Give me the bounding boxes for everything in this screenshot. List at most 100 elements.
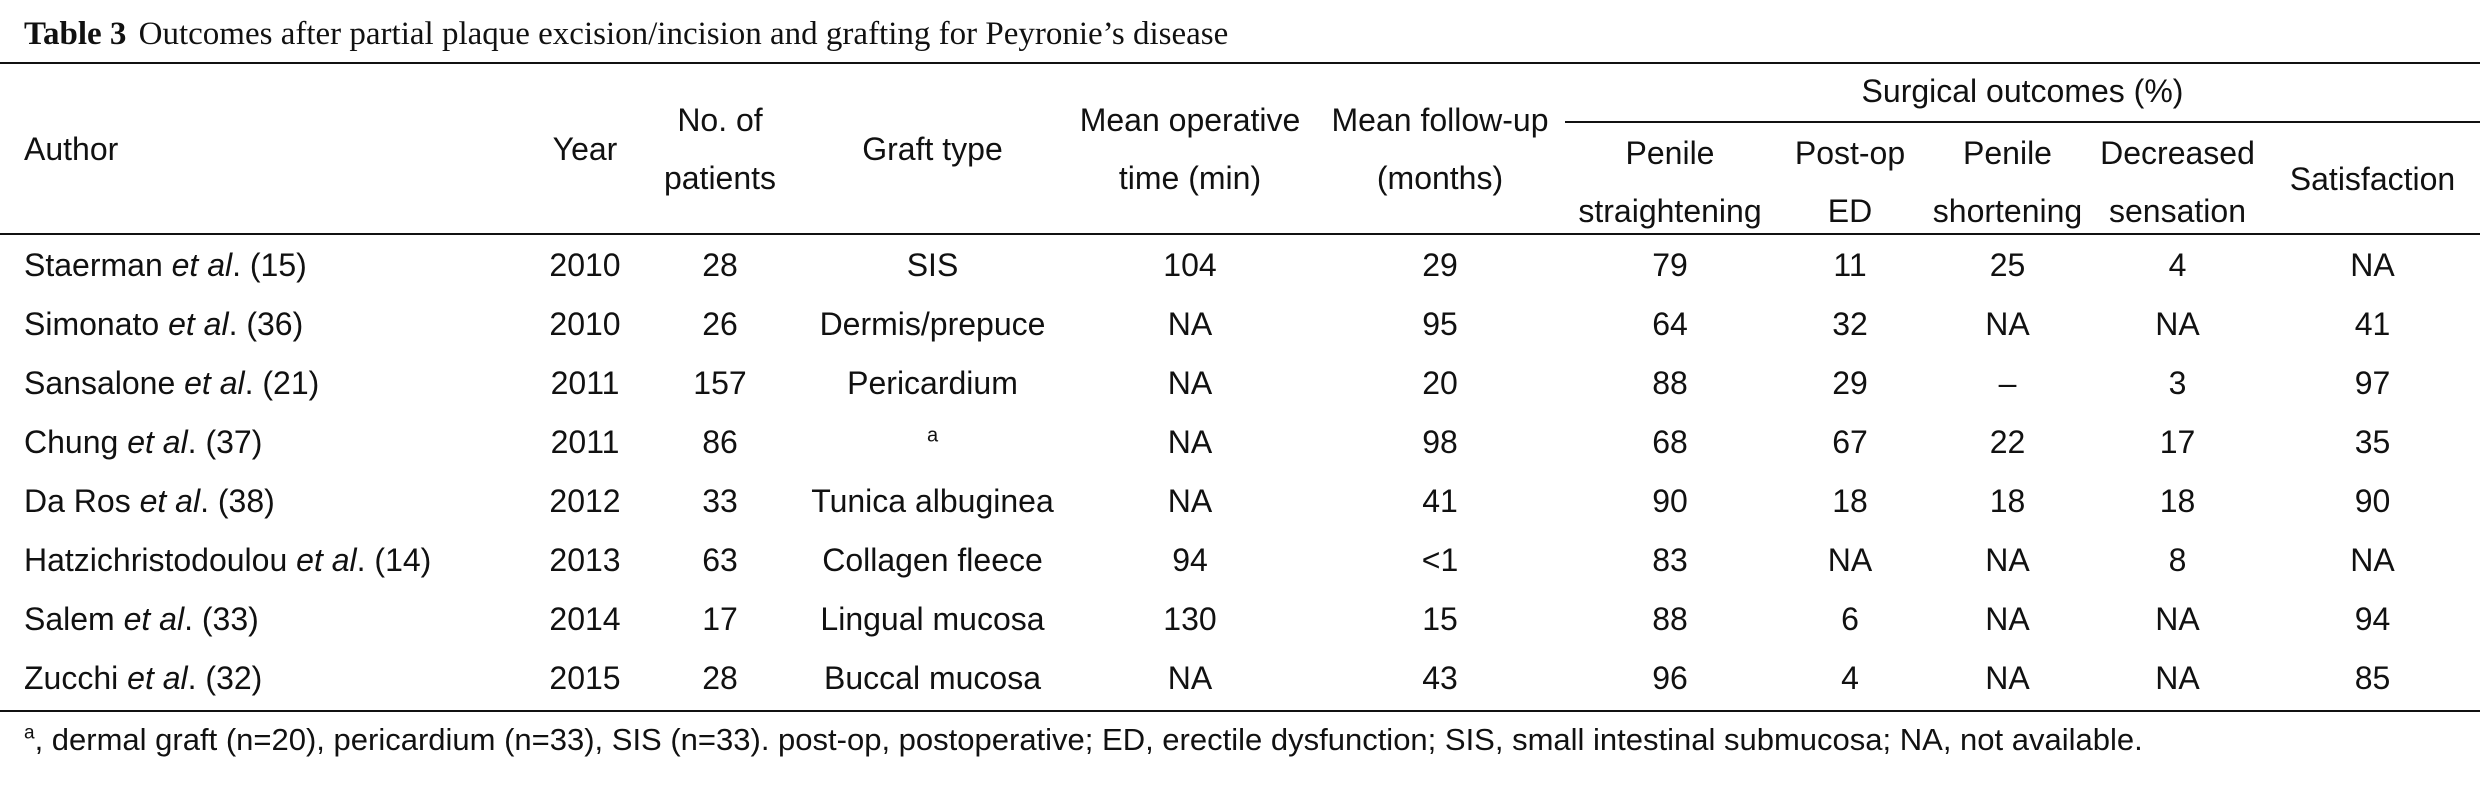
- cell-author: Staerman et al. (15): [24, 247, 307, 283]
- graft-footnote-marker: a: [926, 424, 939, 447]
- cell-posted: 4: [1841, 660, 1859, 696]
- cell-year: 2014: [549, 601, 621, 637]
- cell-straight: 79: [1652, 247, 1688, 283]
- cell-optime: NA: [1167, 306, 1213, 342]
- cell-shortening: 18: [1989, 483, 2026, 519]
- cell-patients: 17: [702, 601, 738, 637]
- top-rule: [0, 62, 2480, 64]
- header-rule: [0, 233, 2480, 235]
- cell-year: 2010: [549, 247, 621, 283]
- table-row: Salem et al. (33) 2014 17 Lingual mucosa 130…: [0, 590, 2480, 649]
- cell-graft: a: [800, 413, 1065, 472]
- cell-author: Chung et al. (37): [24, 424, 263, 460]
- cell-posted: 32: [1832, 306, 1868, 342]
- col-header-sensation: Decreased sensation: [2100, 135, 2255, 229]
- cell-shortening: NA: [1985, 542, 2030, 578]
- cell-optime: NA: [1167, 483, 1213, 519]
- cell-patients: 63: [702, 542, 738, 578]
- cell-optime: NA: [1167, 365, 1213, 401]
- cell-posted: 6: [1841, 601, 1859, 637]
- table-caption: Table 3 Outcomes after partial plaque ex…: [24, 10, 1228, 58]
- cell-straight: 88: [1652, 365, 1688, 401]
- table-row: Chung et al. (37) 2011 86 a NA 98 68 67 22 17 35: [0, 413, 2480, 472]
- cell-sensation: NA: [2155, 601, 2200, 637]
- cell-sensation: 3: [2168, 365, 2187, 401]
- cell-graft: Lingual mucosa: [820, 601, 1045, 637]
- cell-followup: 98: [1422, 424, 1458, 460]
- cell-straight: 68: [1652, 424, 1688, 460]
- cell-posted: 11: [1833, 247, 1867, 283]
- cell-posted: 67: [1832, 424, 1868, 460]
- cell-sensation: 8: [2168, 542, 2187, 578]
- table-row: Staerman et al. (15) 2010 28 SIS 104 29 79 11 25…: [0, 236, 2480, 295]
- cell-shortening: NA: [1985, 601, 2030, 637]
- cell-graft: Buccal mucosa: [824, 660, 1041, 696]
- table-row: Simonato et al. (36) 2010 26 Dermis/prepuce…: [0, 295, 2480, 354]
- cell-sensation: 4: [2168, 247, 2187, 283]
- cell-satisfaction: NA: [2350, 247, 2395, 283]
- cell-author: Hatzichristodoulou et al. (14): [24, 542, 432, 578]
- cell-year: 2013: [549, 542, 621, 578]
- cell-patients: 28: [702, 660, 738, 696]
- cell-satisfaction: 90: [2354, 483, 2391, 519]
- cell-year: 2012: [549, 483, 621, 519]
- table-row: Zucchi et al. (32) 2015 28 Buccal mucosa NA 4…: [0, 649, 2480, 708]
- outcomes-table: Staerman et al. (15) 2010 28 SIS 104 29 79 11 25…: [0, 236, 2480, 708]
- table-label: Table 3: [24, 16, 127, 52]
- cell-optime: NA: [1167, 660, 1213, 696]
- cell-author: Sansalone et al. (21): [24, 365, 320, 401]
- cell-optime: 130: [1163, 601, 1217, 637]
- cell-straight: 88: [1652, 601, 1688, 637]
- cell-graft: Collagen fleece: [822, 542, 1043, 578]
- cell-followup: 15: [1422, 601, 1458, 637]
- table-row: Hatzichristodoulou et al. (14) 2013 63 Coll…: [0, 531, 2480, 590]
- col-header-satisfaction: Satisfaction: [2289, 161, 2456, 197]
- cell-followup: 41: [1422, 483, 1458, 519]
- cell-satisfaction: 94: [2354, 601, 2391, 637]
- footnote-marker: a: [24, 722, 35, 744]
- cell-year: 2011: [550, 424, 620, 460]
- cell-sensation: 17: [2159, 424, 2196, 460]
- cell-shortening: 25: [1989, 247, 2026, 283]
- cell-straight: 96: [1652, 660, 1688, 696]
- cell-graft: Tunica albuginea: [811, 483, 1054, 519]
- table-row: Da Ros et al. (38) 2012 33 Tunica albuginea…: [0, 472, 2480, 531]
- cell-shortening: NA: [1985, 306, 2030, 342]
- cell-author: Da Ros et al. (38): [24, 483, 275, 519]
- table-footnote: a, dermal graft (n=20), pericardium (n=3…: [24, 716, 2143, 764]
- table-row: Sansalone et al. (21) 2011 157 Pericardium N…: [0, 354, 2480, 413]
- col-header-operative-time: Mean operative time (min): [1079, 102, 1301, 196]
- col-header-straightening: Penile straightening: [1578, 135, 1762, 229]
- cell-author: Simonato et al. (36): [24, 306, 304, 342]
- cell-sensation: NA: [2155, 306, 2200, 342]
- col-header-post-op-ed: Post-op ED: [1794, 135, 1906, 229]
- cell-patients: 86: [702, 424, 738, 460]
- cell-graft: Dermis/prepuce: [819, 306, 1046, 342]
- cell-satisfaction: 35: [2354, 424, 2391, 460]
- col-header-patients: No. of patients: [663, 102, 777, 196]
- col-header-surgical-outcomes: Surgical outcomes (%): [1861, 73, 2184, 109]
- cell-graft: SIS: [906, 247, 959, 283]
- cell-followup: <1: [1421, 542, 1459, 578]
- cell-posted: NA: [1827, 542, 1873, 578]
- cell-optime: 94: [1172, 542, 1208, 578]
- cell-satisfaction: 97: [2354, 365, 2391, 401]
- cell-year: 2015: [549, 660, 621, 696]
- col-header-graft-type: Graft type: [862, 131, 1003, 167]
- cell-followup: 43: [1422, 660, 1458, 696]
- cell-sensation: 18: [2159, 483, 2196, 519]
- cell-satisfaction: 85: [2354, 660, 2391, 696]
- cell-optime: NA: [1167, 424, 1213, 460]
- cell-shortening: –: [1998, 365, 2017, 401]
- col-header-year: Year: [552, 131, 618, 167]
- cell-year: 2011: [550, 365, 620, 401]
- cell-patients: 28: [702, 247, 738, 283]
- col-header-follow-up: Mean follow-up (months): [1331, 102, 1549, 196]
- cell-followup: 20: [1422, 365, 1458, 401]
- cell-year: 2010: [549, 306, 621, 342]
- bottom-rule: [0, 710, 2480, 712]
- cell-followup: 95: [1422, 306, 1458, 342]
- cell-followup: 29: [1422, 247, 1458, 283]
- cell-satisfaction: NA: [2350, 542, 2395, 578]
